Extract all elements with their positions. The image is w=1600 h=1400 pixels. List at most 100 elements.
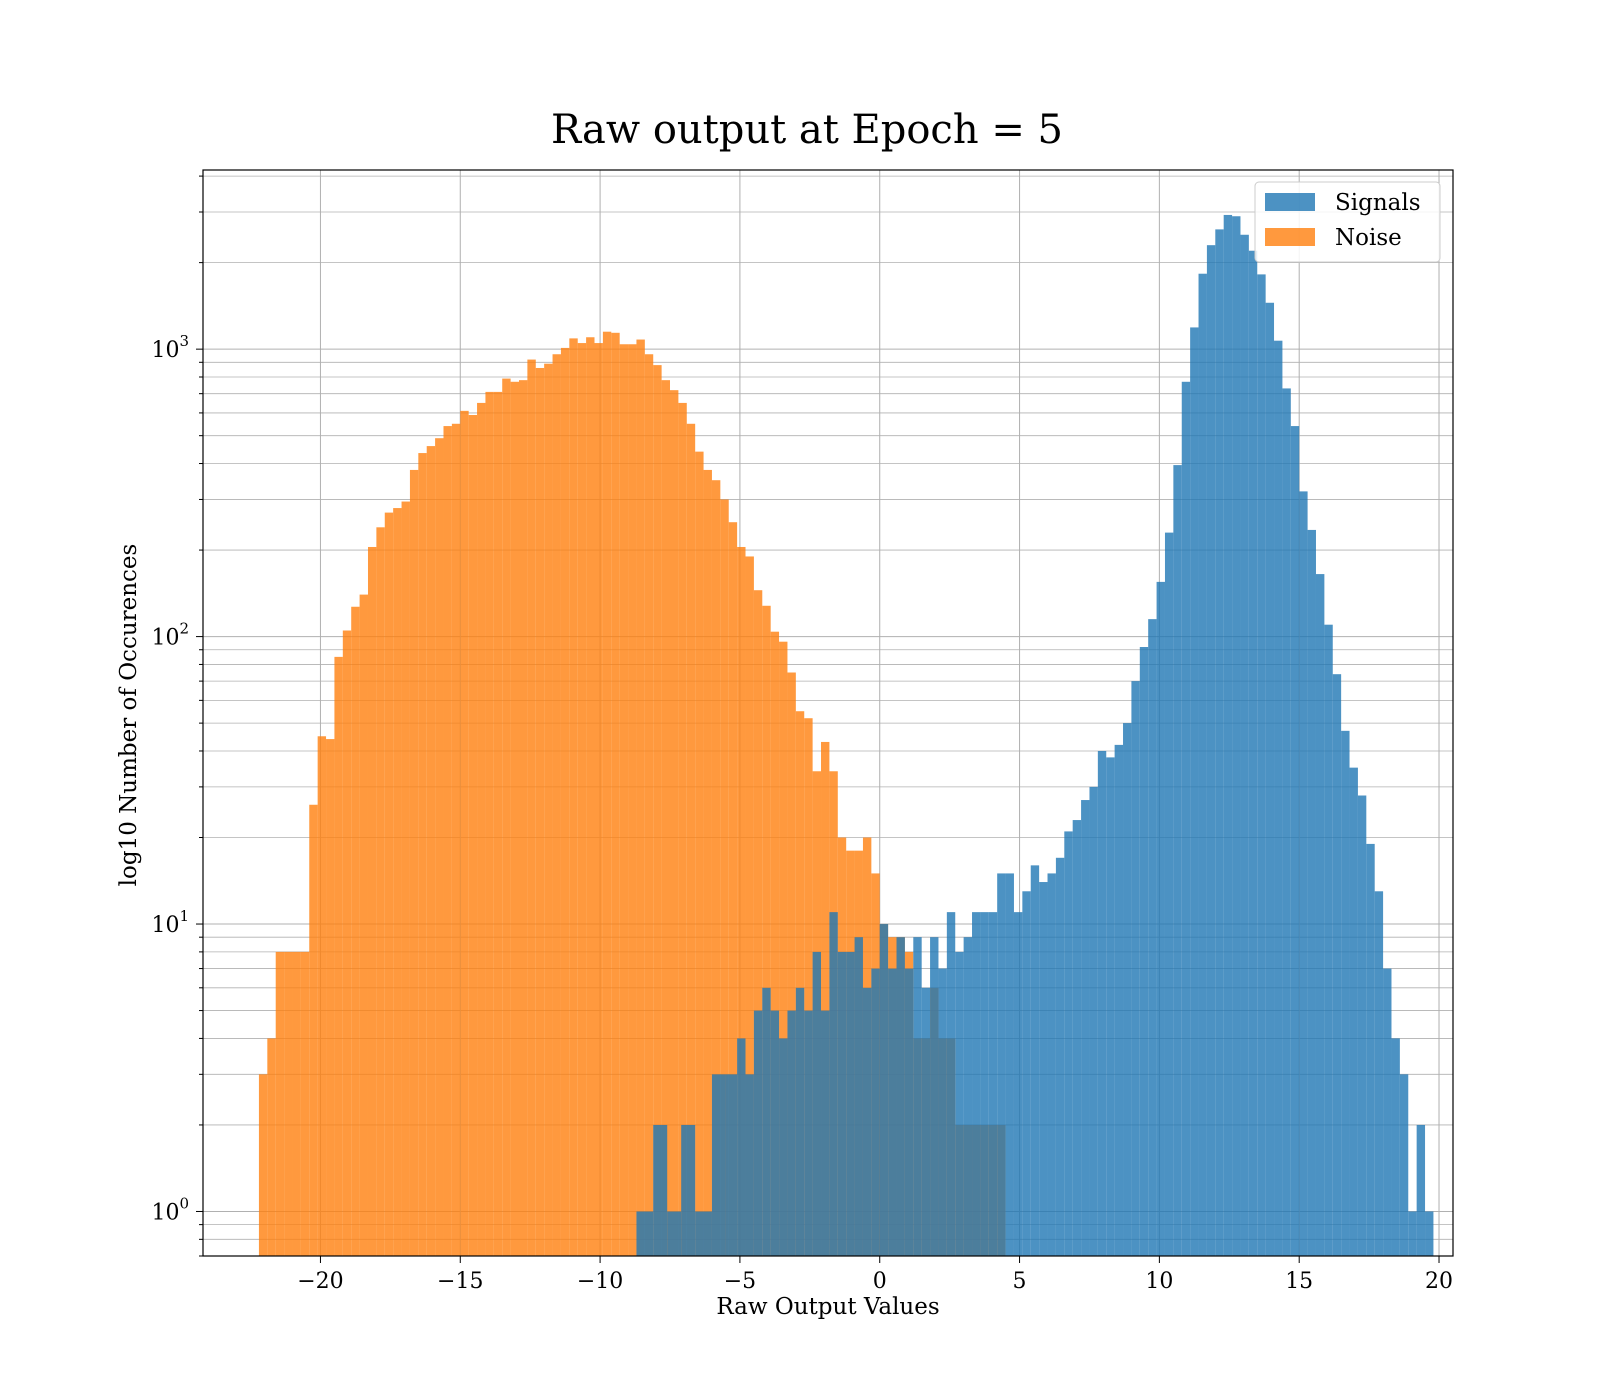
histogram-bar bbox=[1039, 882, 1048, 1256]
y-tick-label: 100 bbox=[151, 1194, 189, 1225]
histogram-bar bbox=[686, 423, 696, 1256]
histogram-bar bbox=[1324, 624, 1333, 1256]
histogram-bar bbox=[871, 968, 880, 1256]
histogram-bar bbox=[602, 331, 612, 1256]
histogram-bar bbox=[586, 337, 595, 1256]
histogram-bar bbox=[770, 631, 780, 1256]
histogram-bar bbox=[1055, 857, 1065, 1256]
histogram-bar bbox=[401, 501, 410, 1256]
histogram-bar bbox=[284, 951, 293, 1256]
histogram-bar bbox=[1383, 968, 1392, 1256]
histogram-bar bbox=[1408, 1211, 1417, 1256]
x-tick-label: 20 bbox=[1425, 1269, 1453, 1294]
histogram-bar bbox=[1148, 619, 1157, 1256]
x-tick-label: −20 bbox=[297, 1269, 343, 1294]
histogram-bar bbox=[720, 499, 729, 1256]
histogram-bar bbox=[711, 1074, 726, 1256]
histogram-bar bbox=[963, 937, 973, 1256]
histogram-bar bbox=[560, 347, 570, 1256]
histogram-bar bbox=[485, 391, 494, 1256]
histogram-bar bbox=[888, 968, 897, 1256]
histogram-bar bbox=[745, 556, 754, 1256]
histogram-bar bbox=[762, 987, 771, 1256]
histogram-bar bbox=[1232, 216, 1241, 1257]
histogram-bar bbox=[804, 1010, 813, 1256]
histogram-bar bbox=[1005, 873, 1014, 1256]
y-tick-label: 103 bbox=[151, 332, 189, 363]
histogram-bar bbox=[1290, 426, 1300, 1256]
histogram-bar bbox=[326, 739, 335, 1256]
histogram-bar bbox=[787, 1010, 796, 1256]
histogram-bar bbox=[384, 512, 394, 1256]
histogram-bar bbox=[342, 630, 352, 1256]
histogram-bar bbox=[1332, 674, 1342, 1256]
histogram-bar bbox=[351, 606, 360, 1256]
legend-label-signals: Signals bbox=[1335, 190, 1421, 216]
histogram-bar bbox=[762, 605, 771, 1256]
histogram-bar bbox=[1374, 891, 1384, 1256]
histogram-bar bbox=[1131, 681, 1140, 1256]
histogram-bar bbox=[879, 924, 889, 1256]
x-tick-label: −10 bbox=[577, 1269, 623, 1294]
histogram-bar bbox=[1156, 581, 1165, 1256]
histogram-bar bbox=[544, 363, 553, 1256]
histogram-bar bbox=[527, 359, 536, 1256]
histogram-bar bbox=[667, 1211, 682, 1256]
histogram-bar bbox=[770, 1010, 780, 1256]
histogram-bar bbox=[376, 527, 385, 1256]
histogram-bar bbox=[535, 367, 545, 1257]
histogram-bar bbox=[1198, 273, 1207, 1257]
histogram-bar bbox=[552, 354, 561, 1256]
histogram-bar bbox=[1299, 491, 1308, 1256]
histogram-bar bbox=[1181, 381, 1191, 1256]
y-tick-label: 101 bbox=[151, 907, 189, 938]
x-tick-label: 0 bbox=[873, 1269, 887, 1294]
histogram-bar bbox=[913, 937, 922, 1256]
bars-layer bbox=[258, 214, 1434, 1257]
histogram-bar bbox=[997, 873, 1006, 1256]
histogram-bar bbox=[1022, 891, 1031, 1256]
histogram-bar bbox=[460, 410, 469, 1257]
legend-label-noise: Noise bbox=[1335, 225, 1402, 251]
x-tick-label: 15 bbox=[1285, 1269, 1313, 1294]
histogram-bar bbox=[779, 641, 788, 1256]
histogram-bar bbox=[1064, 831, 1073, 1256]
histogram-bar bbox=[1215, 229, 1224, 1256]
histogram-bar bbox=[258, 1074, 268, 1256]
histogram-bar bbox=[745, 1074, 754, 1256]
histogram-bar bbox=[300, 951, 310, 1256]
histogram-bar bbox=[1030, 865, 1040, 1256]
histogram-bar bbox=[1265, 302, 1275, 1256]
histogram-bar bbox=[1081, 800, 1090, 1256]
histogram-bar bbox=[921, 987, 931, 1256]
histogram-bar bbox=[1274, 340, 1283, 1256]
histogram-bar bbox=[695, 451, 704, 1256]
histogram-bar bbox=[334, 656, 343, 1256]
histogram-bar bbox=[1349, 767, 1358, 1256]
histogram-bar bbox=[1013, 912, 1023, 1256]
histogram-bar bbox=[636, 1211, 654, 1256]
histogram-bar bbox=[426, 446, 436, 1257]
x-tick-label: −15 bbox=[437, 1269, 483, 1294]
histogram-bar bbox=[1173, 465, 1182, 1257]
histogram-bar bbox=[267, 1038, 276, 1256]
histogram-bar bbox=[837, 951, 847, 1256]
histogram-bar bbox=[896, 937, 905, 1256]
histogram-bar bbox=[681, 1124, 696, 1256]
histogram-bar bbox=[317, 736, 327, 1256]
histogram-bar bbox=[628, 344, 637, 1256]
histogram-bar bbox=[367, 546, 377, 1256]
histogram-bar bbox=[955, 951, 964, 1256]
histogram-bar bbox=[1257, 274, 1266, 1256]
histogram-bar bbox=[653, 365, 662, 1256]
histogram-bar bbox=[678, 402, 687, 1256]
histogram-bar bbox=[1123, 723, 1132, 1256]
histogram-bar bbox=[1315, 574, 1325, 1256]
histogram-bar bbox=[393, 508, 402, 1256]
histogram-bar bbox=[737, 546, 746, 1256]
histogram-bar bbox=[795, 987, 805, 1256]
histogram-bar bbox=[275, 951, 285, 1256]
histogram-bar bbox=[703, 469, 712, 1256]
